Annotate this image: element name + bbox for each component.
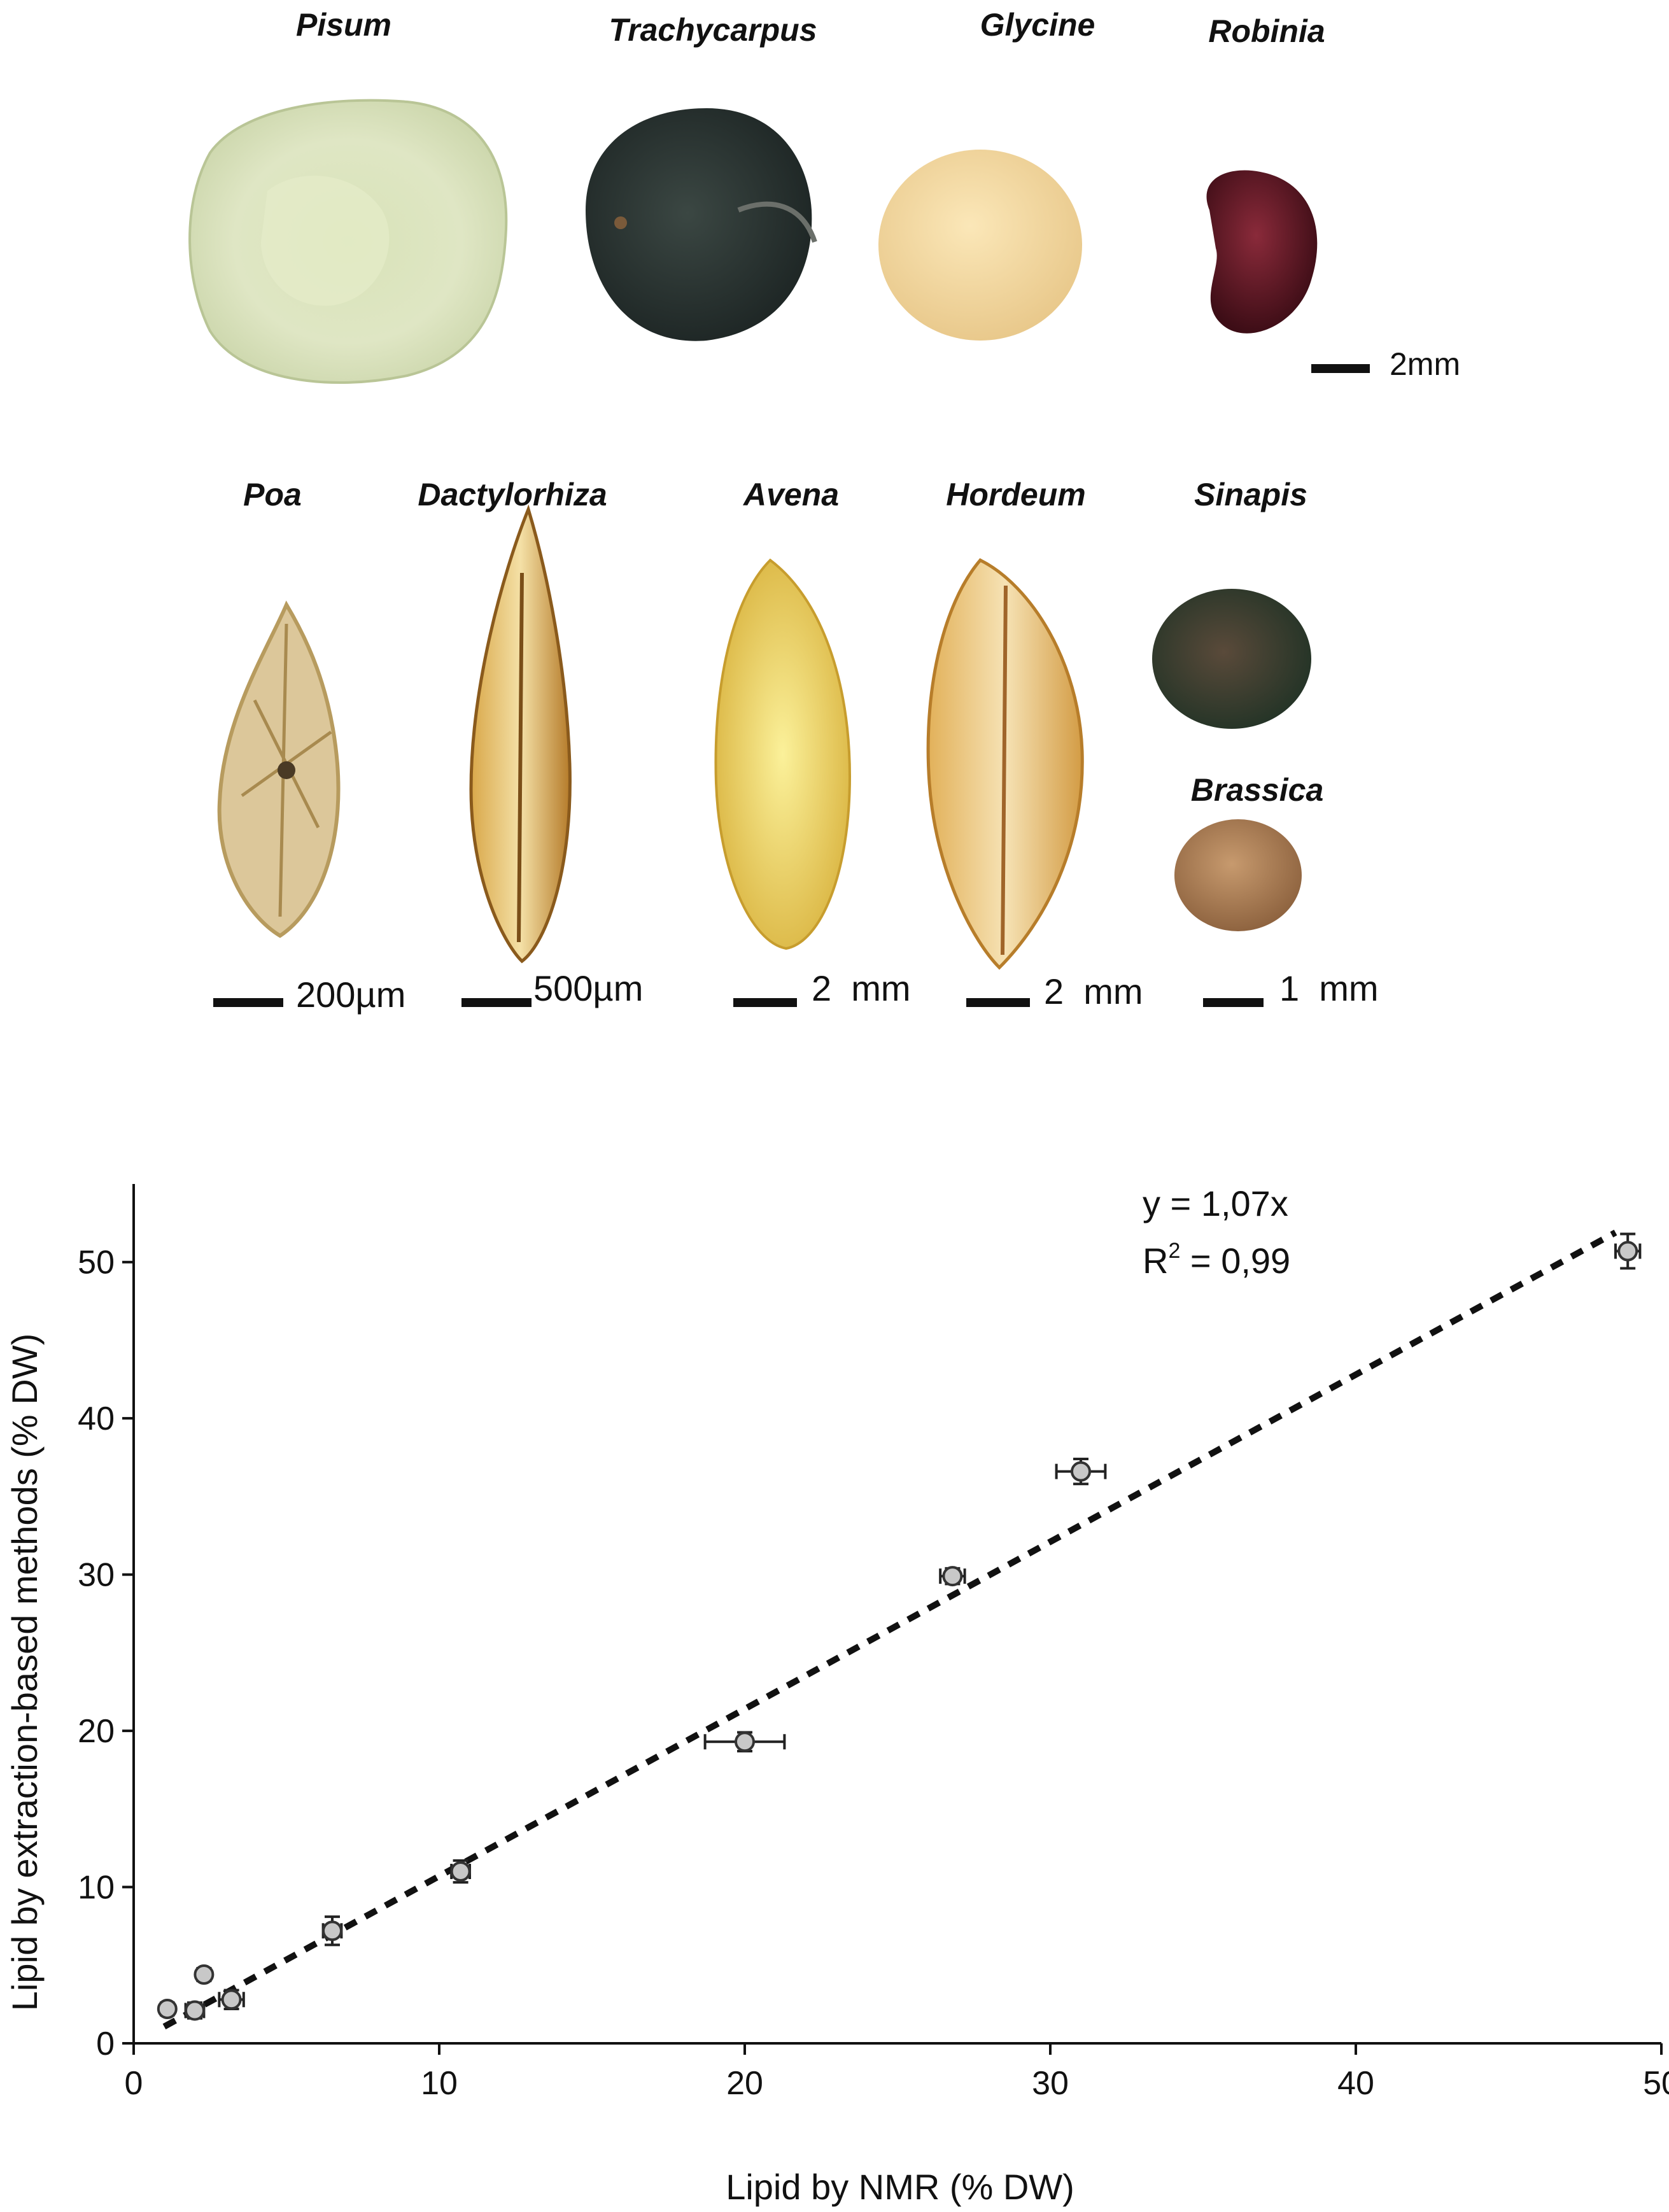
scale-bar-sinapis (1203, 998, 1264, 1007)
data-point (184, 2000, 206, 2021)
avena-seed-image (714, 558, 852, 950)
lipid-scatter-chart: 0 10 20 30 40 50 0 10 20 30 40 50 Lipid by NMR (% … (4, 1183, 1669, 2207)
glycine-seed-image (878, 150, 1082, 341)
data-point (1614, 1232, 1642, 1270)
data-points (157, 1232, 1642, 2021)
trachycarpus-seed-image (586, 108, 817, 341)
r-squared: R2 = 0,99 (1143, 1239, 1290, 1281)
scale-label-poa: 200µm (296, 975, 406, 1015)
r-squared-prefix: R (1143, 1241, 1168, 1281)
dactylorhiza-seed-image (469, 504, 572, 964)
point-marker (221, 1989, 242, 2010)
scale-bar-hordeum (966, 998, 1030, 1007)
scale-label-row1: 2mm (1390, 346, 1461, 382)
chart-axes (132, 1184, 1661, 2045)
hordeum-seed-image (926, 558, 1084, 970)
point-marker (942, 1566, 963, 1587)
data-point (450, 1859, 471, 1884)
data-point (194, 1964, 215, 1985)
scale-bar-avena (733, 998, 797, 1007)
y-tick-label: 30 (78, 1557, 115, 1594)
poa-seed-image (217, 600, 341, 938)
data-point (321, 1915, 343, 1947)
scale-bar-dactylorhiza (461, 998, 532, 1007)
seed-label-avena: Avena (743, 477, 840, 512)
scale-label-avena: 2 mm (812, 968, 911, 1008)
y-tick-label: 40 (78, 1400, 115, 1437)
data-point (157, 1999, 178, 2019)
seed-label-robinia: Robinia (1208, 13, 1325, 49)
scale-bar-poa (213, 998, 283, 1007)
brassica-seed-image (1174, 819, 1302, 931)
scale-label-dactylorhiza: 500µm (533, 968, 644, 1008)
x-tick-label: 20 (726, 2065, 763, 2102)
point-marker (194, 1964, 215, 1985)
sinapis-seed-image (1152, 589, 1311, 729)
point-marker (450, 1861, 471, 1882)
r-squared-value: = 0,99 (1180, 1241, 1290, 1281)
x-axis-label: Lipid by NMR (% DW) (726, 2167, 1074, 2207)
y-tick-label: 20 (78, 1713, 115, 1750)
r-squared-superscript: 2 (1168, 1239, 1180, 1263)
seed-label-sinapis: Sinapis (1194, 477, 1307, 512)
point-marker (185, 2000, 205, 2021)
scale-bar-row1 (1311, 364, 1370, 373)
trendline (162, 1229, 1617, 2030)
point-marker (157, 1999, 178, 2019)
data-point (218, 1989, 245, 2010)
y-ticks: 0 10 20 30 40 50 (78, 1244, 134, 2062)
data-point (703, 1731, 786, 1752)
y-axis-label: Lipid by extraction-based methods (% DW) (4, 1334, 45, 2011)
seed-label-poa: Poa (243, 477, 302, 512)
x-tick-label: 10 (421, 2065, 458, 2102)
seed-label-glycine: Glycine (980, 7, 1095, 43)
point-marker (1071, 1461, 1091, 1482)
point-marker (735, 1731, 755, 1752)
seed-label-pisum: Pisum (295, 7, 392, 43)
seed-label-hordeum: Hordeum (946, 477, 1086, 512)
seed-photographs (188, 99, 1318, 970)
y-tick-label: 0 (96, 2025, 115, 2062)
x-tick-label: 0 (125, 2065, 143, 2102)
x-tick-label: 40 (1337, 2065, 1374, 2102)
robinia-seed-image (1206, 170, 1318, 334)
scale-label-hordeum: 2 mm (1044, 971, 1143, 1011)
y-tick-label: 50 (78, 1244, 115, 1281)
seed-label-dactylorhiza: Dactylorhiza (418, 477, 607, 512)
scale-label-sinapis: 1 mm (1279, 968, 1379, 1008)
x-ticks: 0 10 20 30 40 50 (125, 2043, 1669, 2102)
pisum-seed-image (188, 99, 508, 384)
regression-equation: y = 1,07x (1143, 1183, 1288, 1223)
x-tick-label: 50 (1643, 2065, 1669, 2102)
point-marker (1617, 1241, 1638, 1262)
seed-label-brassica: Brassica (1190, 772, 1324, 808)
x-tick-label: 30 (1032, 2065, 1069, 2102)
seed-images-panel: Pisum Trachycarpus Glycine Robinia (0, 0, 1669, 1082)
y-tick-label: 10 (78, 1870, 115, 1906)
data-point (1055, 1458, 1107, 1486)
seed-label-trachycarpus: Trachycarpus (609, 12, 817, 48)
point-marker (322, 1920, 342, 1941)
data-point (939, 1566, 966, 1587)
